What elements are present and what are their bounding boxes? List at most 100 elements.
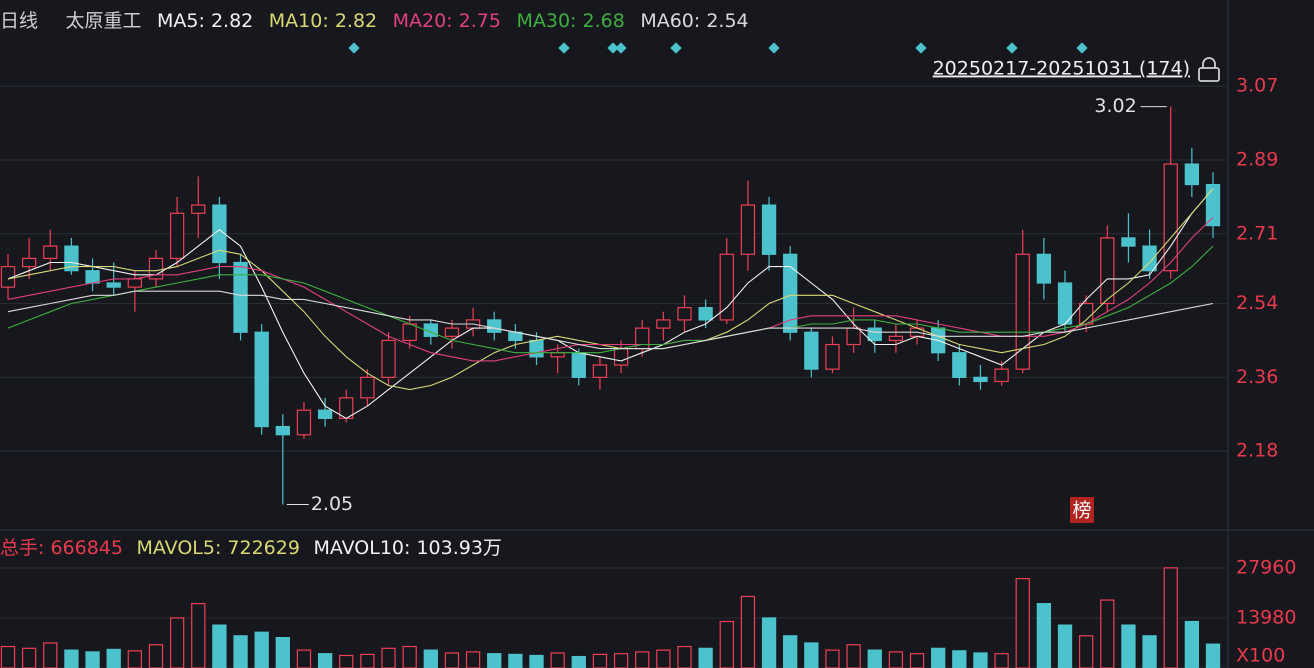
volume-legend-name: MAVOL10:: [313, 537, 416, 559]
y-tick-label: 2.89: [1236, 148, 1278, 170]
candle-body: [21, 257, 37, 268]
spacer: [259, 10, 269, 32]
legend-value: 2.82: [335, 10, 377, 32]
badge-bg: [1070, 497, 1094, 523]
candle-body: [952, 352, 967, 378]
candle-body: [1205, 183, 1221, 227]
volume-bar: [85, 651, 100, 668]
candle-body: [381, 339, 396, 378]
legend-value: 2.75: [459, 10, 501, 32]
volume-tick-label: 27960: [1236, 557, 1296, 579]
volume-bar: [169, 617, 185, 668]
candle-body: [444, 327, 460, 337]
event-marker: [615, 42, 627, 54]
legend-sep: :: [446, 10, 458, 32]
event-marker: [915, 42, 927, 54]
event-marker: [348, 42, 360, 54]
candle-body: [529, 339, 544, 358]
candle-body: [994, 368, 1009, 383]
candle-body: [1163, 163, 1178, 272]
spacer: [127, 537, 137, 559]
volume-tick-label: X100: [1236, 645, 1285, 667]
candle-body: [1036, 253, 1052, 284]
volume-bar: [888, 651, 904, 668]
volume-bar: [381, 647, 396, 668]
spacer: [631, 10, 641, 32]
volume-bar: [127, 650, 142, 668]
high-label: 3.02: [1094, 95, 1136, 117]
candle-body: [846, 327, 861, 346]
volume-bar: [529, 654, 544, 668]
candle-body: [64, 245, 79, 272]
volume-bar: [973, 652, 988, 668]
candle-body: [825, 343, 840, 370]
legend-name: MA30: [516, 10, 570, 32]
volume-bar: [571, 655, 586, 668]
candle-body: [1015, 253, 1030, 370]
spacer: [383, 10, 393, 32]
legend-value: 2.82: [211, 10, 253, 32]
volume-bar: [275, 637, 290, 668]
candle-body: [1142, 245, 1157, 272]
volume-bar: [465, 651, 481, 668]
candle-body: [571, 352, 586, 378]
ma-line: [7, 188, 1214, 391]
range-label[interactable]: 20250217-20251031 (174): [933, 58, 1190, 80]
ma-line: [7, 188, 1214, 420]
candle-body: [191, 204, 206, 214]
y-tick-label: 2.36: [1236, 366, 1278, 388]
volume-bar: [64, 649, 79, 668]
volume-legend-name: 总手:: [0, 537, 50, 559]
volume-bar: [825, 649, 840, 668]
volume-bar: [1205, 643, 1221, 668]
volume-bar: [444, 652, 460, 668]
candle-body: [867, 327, 882, 342]
y-tick-label: 2.71: [1236, 222, 1278, 244]
legend-name: MA60: [640, 10, 694, 32]
volume-tick-label: 13980: [1236, 607, 1296, 629]
event-marker: [768, 42, 780, 54]
legend-name: MA20: [393, 10, 447, 32]
spacer: [148, 10, 158, 32]
header-text: 日线 太原重工 MA5: 2.82 MA10: 2.82 MA20: 2.75 …: [0, 10, 749, 32]
volume-bar: [719, 620, 734, 668]
volume-bar: [508, 653, 523, 668]
y-tick-label: 2.54: [1236, 292, 1278, 314]
candle-body: [783, 253, 798, 333]
y-tick-label: 2.18: [1236, 440, 1278, 462]
legend-sep: :: [694, 10, 706, 32]
candle-body: [254, 331, 269, 428]
volume-bar: [1184, 620, 1200, 668]
volume-bar: [656, 649, 671, 668]
spacer: [507, 10, 517, 32]
volume-legend-value: 722629: [227, 537, 300, 559]
candle-body: [148, 257, 164, 280]
event-marker: [1006, 42, 1018, 54]
volume-bar: [106, 648, 121, 668]
volume-bar: [0, 645, 16, 668]
legend-name: MA10: [269, 10, 323, 32]
volume-bar: [677, 645, 692, 668]
candle-body: [698, 307, 713, 321]
candle-body: [360, 376, 375, 399]
candle-body: [740, 204, 756, 255]
volume-bar: [550, 652, 565, 668]
volume-bar: [296, 649, 312, 668]
event-marker: [1076, 42, 1088, 54]
lock-body: [1198, 67, 1220, 82]
candle-body: [43, 245, 58, 259]
candle-body: [804, 331, 819, 370]
volume-bar: [423, 649, 438, 668]
candle-body: [1121, 237, 1136, 247]
ma-line: [7, 290, 1214, 350]
lock-shackle: [1202, 57, 1216, 68]
volume-bar: [254, 631, 269, 668]
volume-legend-value: 666845: [50, 537, 123, 559]
volume-bar: [1121, 624, 1136, 668]
volume-bar: [613, 653, 629, 668]
lock-icon[interactable]: [1198, 57, 1220, 82]
volume-bar: [1079, 635, 1094, 668]
header: 日线 太原重工 MA5: 2.82 MA10: 2.82 MA20: 2.75 …: [0, 10, 749, 32]
volume-bar: [21, 647, 37, 668]
candle-body: [1184, 163, 1200, 186]
